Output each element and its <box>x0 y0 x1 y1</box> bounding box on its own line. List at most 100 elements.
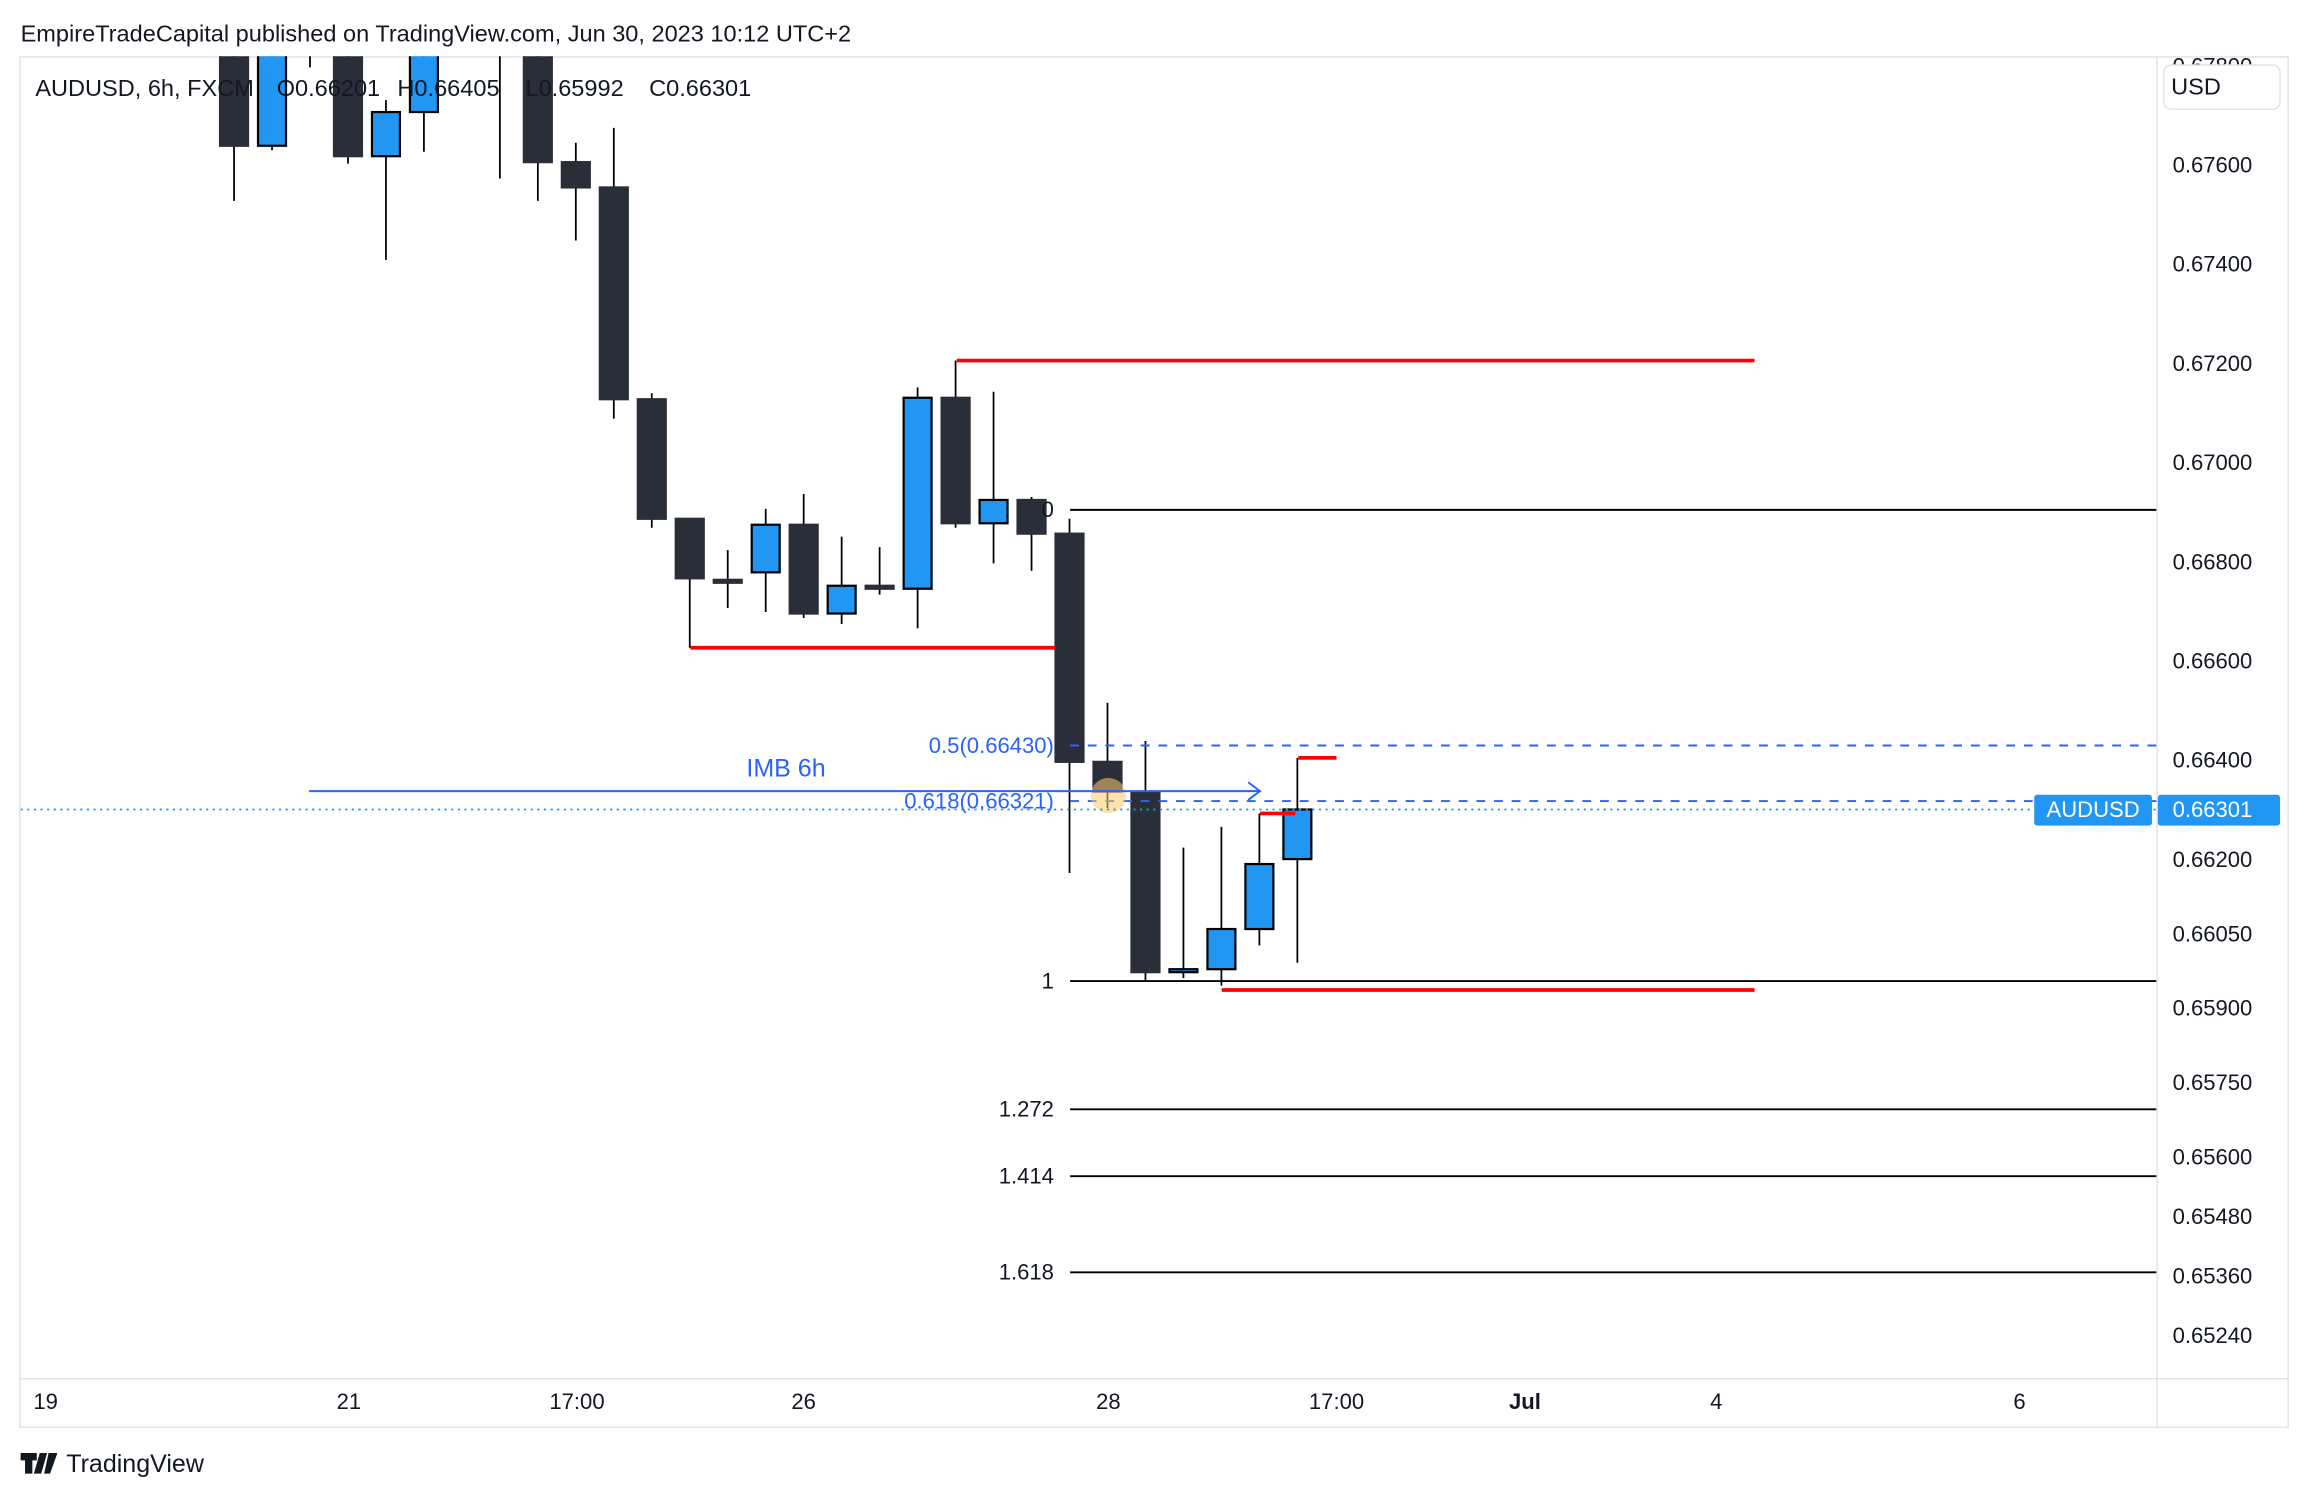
candle-body <box>296 6 324 11</box>
candle-body <box>1282 808 1313 861</box>
candle <box>408 56 440 152</box>
candle-body <box>370 110 402 158</box>
candle <box>1206 826 1237 986</box>
candle-body <box>598 186 629 401</box>
candle-body <box>750 523 781 574</box>
price-axis[interactable]: 0.678000.676000.674000.672000.670000.668… <box>2173 53 2253 1348</box>
candle <box>1054 518 1085 873</box>
chart-frame <box>19 56 2289 1429</box>
price-tick: 0.65480 <box>2173 1204 2253 1229</box>
plot-pane[interactable]: 0 1 1.272 1.414 1.618 0.5(0.66430) 0.618(0.663… <box>20 0 2157 1285</box>
price-tick: 0.67200 <box>2173 351 2253 376</box>
legend-high: H0.66405 <box>397 75 499 101</box>
candle-body <box>408 56 440 114</box>
time-tick: 17:00 <box>549 1389 604 1414</box>
candle-body <box>902 396 933 590</box>
candle-body <box>864 584 895 590</box>
arrow-head-icon <box>1247 781 1262 801</box>
price-tick: 0.66050 <box>2173 921 2253 946</box>
candle-body <box>1168 968 1199 974</box>
candle <box>332 56 364 164</box>
candle <box>902 387 933 629</box>
candle-body <box>712 578 743 584</box>
candle <box>864 547 895 595</box>
candle-body <box>256 56 288 147</box>
candle <box>636 393 667 528</box>
candle-body <box>218 56 250 147</box>
candle-body <box>826 584 857 615</box>
candle <box>1244 813 1275 946</box>
candle-body <box>1244 862 1275 931</box>
time-tick: 28 <box>1096 1389 1121 1414</box>
candle <box>370 100 402 260</box>
last-price-symbol: AUDUSD <box>2047 797 2140 822</box>
brand-name: TradingView <box>66 1450 205 1478</box>
imbalance-label: IMB 6h <box>746 754 825 782</box>
legend-open: O0.66201 <box>277 75 380 101</box>
candle-body <box>636 398 667 520</box>
fib-level-label: 0.618(0.66321) <box>904 788 1054 813</box>
price-tick: 0.66200 <box>2173 847 2253 872</box>
candle-body <box>788 523 819 615</box>
last-price-label: AUDUSD 0.66301 <box>2034 794 2281 826</box>
candle-body <box>560 161 591 189</box>
price-tick: 0.65750 <box>2173 1070 2253 1095</box>
candle-body <box>522 56 553 164</box>
time-tick: 19 <box>33 1389 58 1414</box>
candle <box>788 493 819 618</box>
fib-level-label: 1.414 <box>999 1164 1054 1189</box>
candle <box>1282 757 1313 963</box>
price-tick: 0.65240 <box>2173 1323 2253 1348</box>
currency-button[interactable] <box>2163 64 2281 110</box>
candle-body <box>486 1 514 6</box>
candle-body <box>1130 791 1161 974</box>
symbol-legend: AUDUSD, 6h, FXCM O0.66201 H0.66405 L0.65… <box>35 75 751 101</box>
candle <box>750 508 781 613</box>
candle <box>486 1 514 179</box>
last-price-symbol-bg <box>2034 794 2152 826</box>
fib-level-label: 1.618 <box>999 1260 1054 1285</box>
currency-label: USD <box>2171 73 2221 99</box>
candles-group <box>218 1 1313 986</box>
candle <box>674 517 705 648</box>
candle <box>1016 496 1047 571</box>
candle-body <box>1206 927 1237 971</box>
candle-body <box>332 56 364 158</box>
last-price-value-bg <box>2157 794 2281 826</box>
tradingview-logo[interactable]: TradingView <box>20 1450 205 1478</box>
candle <box>826 536 857 624</box>
price-tick: 0.67400 <box>2173 252 2253 277</box>
last-price-value: 0.66301 <box>2173 797 2253 822</box>
candle <box>1130 741 1161 982</box>
candle <box>940 360 971 528</box>
time-tick: 17:00 <box>1309 1389 1364 1414</box>
candle-body <box>674 517 705 580</box>
candle <box>256 56 288 151</box>
time-tick: 21 <box>337 1389 362 1414</box>
price-tick: 0.65360 <box>2173 1264 2253 1289</box>
candle <box>978 391 1009 564</box>
time-axis[interactable]: 19 21 17:00 26 28 17:00 Jul 4 6 <box>33 1389 2025 1414</box>
legend-close: C0.66301 <box>649 75 751 101</box>
price-tick: 0.66800 <box>2173 549 2253 574</box>
legend-symbol: AUDUSD, 6h, FXCM <box>35 75 254 101</box>
fib-level-label: 0.5(0.66430) <box>929 733 1054 758</box>
highlight-circle <box>1090 777 1127 814</box>
fib-level-label: 1.272 <box>999 1097 1054 1122</box>
time-tick: 4 <box>1710 1389 1722 1414</box>
price-tick: 0.66600 <box>2173 649 2253 674</box>
candle <box>598 127 629 419</box>
time-tick: Jul <box>1509 1389 1541 1414</box>
drawings-group: 0 1 1.272 1.414 1.618 0.5(0.66430) 0.618(0.663… <box>20 358 2157 1285</box>
price-tick: 0.66400 <box>2173 748 2253 773</box>
price-tick: 0.67600 <box>2173 152 2253 177</box>
time-tick: 6 <box>2013 1389 2025 1414</box>
published-header: EmpireTradeCapital published on TradingV… <box>21 20 852 46</box>
candle <box>712 550 743 609</box>
legend-low: L0.65992 <box>525 75 623 101</box>
price-tick: 0.65600 <box>2173 1145 2253 1170</box>
candle <box>1168 847 1199 979</box>
candle-body <box>1054 532 1085 763</box>
fib-level-label: 0 <box>1042 497 1054 522</box>
